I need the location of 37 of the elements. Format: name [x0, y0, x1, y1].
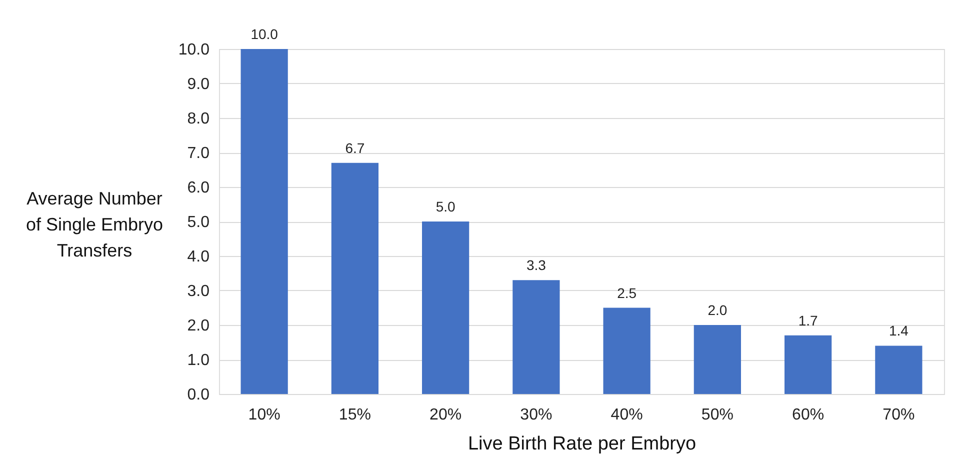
y-tick-label: 8.0 [187, 110, 210, 128]
data-label: 10.0 [250, 26, 278, 42]
x-tick-label: 30% [520, 406, 552, 424]
x-tick-label: 15% [338, 406, 371, 424]
data-label: 1.7 [798, 312, 818, 328]
y-tick-label: 9.0 [187, 76, 210, 93]
data-label: 5.0 [436, 198, 456, 214]
bar [603, 308, 650, 394]
data-label: 2.0 [708, 302, 728, 318]
data-label: 2.5 [617, 284, 637, 301]
y-tick-label: 2.0 [187, 318, 210, 334]
y-tick-label: 10.0 [178, 42, 210, 58]
data-label: 3.3 [526, 257, 546, 274]
y-tick-label: 3.0 [187, 283, 210, 300]
x-tick-label: 40% [610, 406, 643, 424]
y-axis-title: Average Number of Single Embryo Transfers [26, 188, 164, 260]
x-tick-label: 50% [701, 406, 734, 424]
x-tick-label: 10% [248, 406, 280, 424]
y-tick-label: 0.0 [187, 386, 210, 404]
y-tick-label: 6.0 [187, 180, 210, 196]
data-label: 6.7 [345, 140, 365, 156]
bar [784, 335, 832, 394]
x-tick-label: 20% [430, 406, 462, 424]
x-tick-label: 70% [882, 406, 915, 424]
bar [694, 325, 741, 394]
bar [512, 280, 560, 394]
y-tick-label: 1.0 [187, 352, 210, 369]
data-label: 1.4 [888, 322, 909, 339]
x-tick-label: 60% [792, 406, 824, 424]
bar [422, 222, 470, 394]
y-tick-label: 7.0 [187, 145, 210, 162]
x-axis-title: Live Birth Rate per Embryo [468, 434, 696, 454]
bar [240, 49, 288, 394]
bar [875, 346, 922, 394]
y-tick-label: 5.0 [187, 214, 210, 231]
bar [331, 162, 378, 394]
y-tick-label: 4.0 [187, 248, 210, 266]
